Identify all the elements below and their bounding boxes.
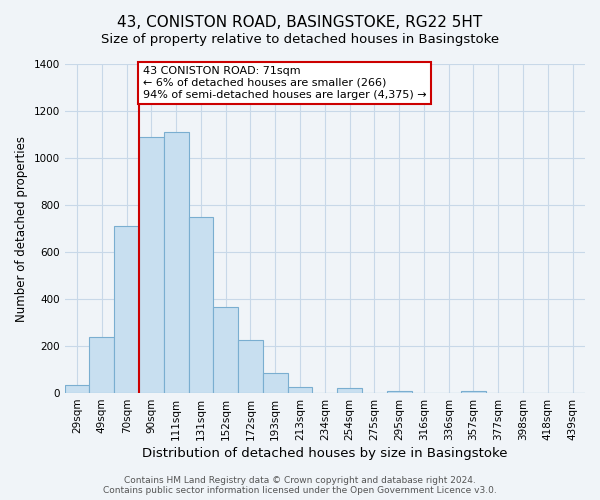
Bar [65, 385, 89, 393]
Bar [188, 217, 214, 393]
Bar [337, 388, 362, 393]
Bar [139, 137, 164, 393]
Bar [287, 387, 313, 393]
X-axis label: Distribution of detached houses by size in Basingstoke: Distribution of detached houses by size … [142, 447, 508, 460]
Bar [164, 132, 188, 393]
Bar [461, 390, 486, 393]
Bar [214, 308, 238, 393]
Text: 43, CONISTON ROAD, BASINGSTOKE, RG22 5HT: 43, CONISTON ROAD, BASINGSTOKE, RG22 5HT [118, 15, 482, 30]
Y-axis label: Number of detached properties: Number of detached properties [15, 136, 28, 322]
Text: 43 CONISTON ROAD: 71sqm
← 6% of detached houses are smaller (266)
94% of semi-de: 43 CONISTON ROAD: 71sqm ← 6% of detached… [143, 66, 427, 100]
Bar [263, 373, 287, 393]
Text: Size of property relative to detached houses in Basingstoke: Size of property relative to detached ho… [101, 32, 499, 46]
Bar [238, 340, 263, 393]
Text: Contains HM Land Registry data © Crown copyright and database right 2024.
Contai: Contains HM Land Registry data © Crown c… [103, 476, 497, 495]
Bar [114, 226, 139, 393]
Bar [387, 390, 412, 393]
Bar [89, 336, 114, 393]
